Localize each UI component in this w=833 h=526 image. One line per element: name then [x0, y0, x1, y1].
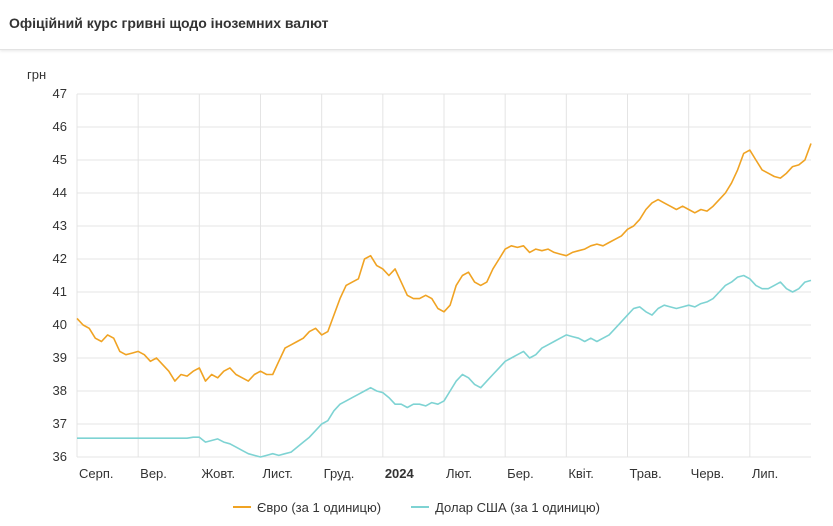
x-tick-label: 2024	[385, 466, 415, 481]
y-tick-label: 43	[53, 218, 67, 233]
y-tick-label: 37	[53, 416, 67, 431]
legend-label-euro: Євро (за 1 одиницю)	[257, 499, 382, 515]
legend-swatch-usd	[411, 506, 430, 508]
y-tick-label: 36	[53, 449, 67, 464]
x-tick-label: Бер.	[507, 466, 534, 481]
y-tick-label: 45	[53, 152, 67, 167]
x-tick-label: Лист.	[263, 466, 293, 481]
x-tick-label: Серп.	[79, 466, 114, 481]
x-tick-label: Груд.	[324, 466, 355, 481]
y-tick-label: 38	[53, 383, 67, 398]
x-tick-label: Трав.	[630, 466, 662, 481]
legend-item-euro[interactable]: Євро (за 1 одиницю)	[233, 500, 381, 515]
x-tick-label: Лип.	[752, 466, 778, 481]
series-line-usd	[77, 274, 812, 458]
chart-area: 36 37 38 39 40 41 42 43 44 45 46 47 грн Серп. Вер. Жовт…	[27, 67, 812, 481]
y-axis-label: грн	[27, 67, 46, 82]
y-tick-label: 39	[53, 350, 67, 365]
legend-swatch-euro	[233, 506, 252, 508]
x-tick-label: Вер.	[140, 466, 167, 481]
y-tick-label: 44	[53, 185, 67, 200]
chart-legend: Євро (за 1 одиницю) Долар США (за 1 один…	[0, 496, 833, 518]
y-tick-label: 41	[53, 284, 67, 299]
y-tick-label: 47	[53, 86, 67, 101]
chart-header: Офіційний курс гривні щодо іноземних вал…	[0, 0, 833, 50]
y-tick-label: 40	[53, 317, 67, 332]
series-line-euro	[76, 143, 812, 382]
x-tick-label: Лют.	[446, 466, 472, 481]
x-tick-label: Черв.	[691, 466, 725, 481]
legend-item-usd[interactable]: Долар США (за 1 одиницю)	[411, 500, 600, 515]
y-tick-label: 42	[53, 251, 67, 266]
legend-label-usd: Долар США (за 1 одиницю)	[435, 499, 600, 515]
x-tick-label: Квіт.	[568, 466, 594, 481]
x-tick-label: Жовт.	[201, 466, 235, 481]
y-tick-label: 46	[53, 119, 67, 134]
chart-title: Офіційний курс гривні щодо іноземних вал…	[9, 15, 329, 31]
